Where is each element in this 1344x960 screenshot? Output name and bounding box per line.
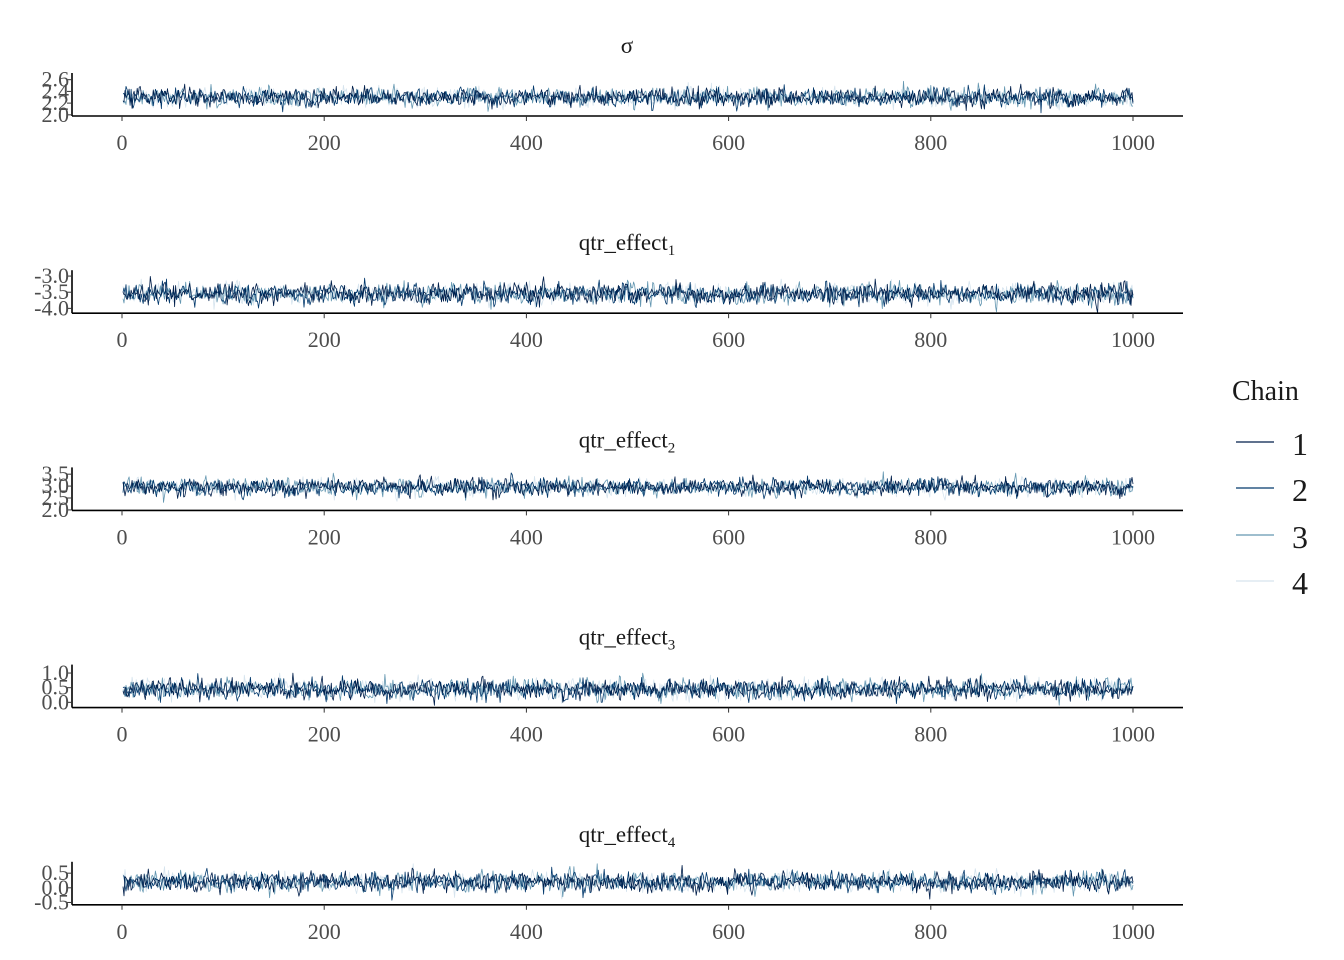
trace-panel-5: qtr_effect4 -0.50.00.5 0 200 400 600 800 1000	[34, 822, 1183, 944]
legend-label-3: 3	[1292, 519, 1308, 555]
y-tick-label: 2.0	[42, 497, 70, 522]
trace-panels: σ2.02.22.42.60 200 400 600 800 1000qtr_effect…	[34, 33, 1183, 944]
x-tick-label: 1000	[1111, 327, 1155, 352]
x-tick-label: 800	[914, 327, 947, 352]
x-tick-label: 800	[914, 722, 947, 747]
panel-title-subscript: 2	[668, 440, 676, 456]
y-tick-label: 0.0	[42, 875, 70, 900]
x-tick-label: 200	[308, 919, 341, 944]
trace-line-chain-1	[122, 672, 1134, 706]
legend-title: Chain	[1232, 376, 1299, 407]
legend-label-2: 2	[1292, 472, 1308, 508]
x-tick-label: 0	[117, 327, 128, 352]
trace-line-chain-1	[122, 275, 1134, 314]
legend-item-1: 1	[1236, 426, 1308, 462]
y-tick-label: 2.4	[42, 78, 70, 103]
legend-label-4: 4	[1292, 565, 1308, 601]
y-tick-label: 1.0	[42, 660, 70, 685]
panel-title-main: qtr_effect	[579, 427, 669, 452]
x-tick-label: 400	[510, 130, 543, 155]
x-tick-label: 800	[914, 130, 947, 155]
x-tick-label: 800	[914, 524, 947, 549]
trace-line-chain-2	[122, 84, 1134, 114]
panel-title-main: qtr_effect	[579, 822, 669, 847]
x-tick-label: 400	[510, 327, 543, 352]
panel-title-main: qtr_effect	[579, 625, 669, 650]
chain-legend: Chain 1 2 3 4	[1232, 376, 1308, 601]
y-tick-label: -0.5	[34, 889, 69, 914]
x-tick-label: 400	[510, 524, 543, 549]
x-tick-label: 1000	[1111, 919, 1155, 944]
x-tick-label: 400	[510, 919, 543, 944]
x-tick-label: 600	[712, 722, 745, 747]
x-tick-label: 200	[308, 722, 341, 747]
y-tick-label: 2.6	[42, 67, 70, 92]
x-tick-label: 200	[308, 327, 341, 352]
x-tick-label: 0	[117, 722, 128, 747]
trace-line-chain-1	[122, 865, 1134, 900]
y-tick-label: 0.0	[42, 689, 70, 714]
y-tick-label: -4.0	[34, 295, 69, 320]
y-tick-label: -3.5	[34, 279, 69, 304]
legend-item-2: 2	[1236, 472, 1308, 508]
x-tick-label: 600	[712, 327, 745, 352]
legend-label-1: 1	[1292, 426, 1308, 462]
trace-line-chain-1	[122, 83, 1134, 111]
trace-panel-3: qtr_effect2 2.02.53.03.5 0 200 400 600 800 1000	[42, 427, 1183, 549]
trace-panel-4: qtr_effect3 0.00.51.0 0 200 400 600 800 1000	[42, 625, 1183, 747]
y-tick-label: 2.2	[42, 90, 70, 115]
panel-title-main: qtr_effect	[579, 230, 669, 255]
trace-line-chain-3	[122, 80, 1134, 112]
panel-title-main: σ	[621, 33, 634, 58]
y-tick-label: 2.0	[42, 102, 70, 127]
panel-title: qtr_effect4	[579, 822, 676, 851]
x-tick-label: 400	[510, 722, 543, 747]
x-tick-label: 0	[117, 130, 128, 155]
x-tick-label: 200	[308, 524, 341, 549]
trace-line-chain-1	[122, 474, 1134, 501]
x-tick-label: 200	[308, 130, 341, 155]
y-tick-label: 3.5	[42, 461, 70, 486]
y-tick-label: 0.5	[42, 675, 70, 700]
x-tick-label: 1000	[1111, 524, 1155, 549]
x-tick-label: 600	[712, 524, 745, 549]
x-tick-label: 600	[712, 919, 745, 944]
x-tick-label: 0	[117, 919, 128, 944]
legend-item-3: 3	[1236, 519, 1308, 555]
x-tick-label: 1000	[1111, 722, 1155, 747]
panel-title-subscript: 4	[668, 835, 676, 851]
panel-title: σ	[621, 33, 634, 58]
legend-item-4: 4	[1236, 565, 1308, 601]
x-tick-label: 600	[712, 130, 745, 155]
x-tick-label: 800	[914, 919, 947, 944]
x-tick-label: 1000	[1111, 130, 1155, 155]
panel-title-subscript: 3	[668, 638, 676, 654]
trace-panel-2: qtr_effect1 -4.0-3.5-3.0 0 200 400 600 800 1000	[34, 230, 1183, 352]
y-tick-label: 0.5	[42, 860, 70, 885]
x-tick-label: 0	[117, 524, 128, 549]
y-tick-label: 2.5	[42, 485, 70, 510]
panel-title-subscript: 1	[668, 243, 676, 259]
panel-title: qtr_effect2	[579, 427, 675, 456]
y-tick-label: 3.0	[42, 473, 70, 498]
trace-panel-1: σ 2.02.22.42.6 0 200 400 600 800 1000	[42, 33, 1183, 155]
panel-title: qtr_effect3	[579, 625, 675, 654]
panel-title: qtr_effect1	[579, 230, 675, 259]
y-tick-label: -3.0	[34, 263, 69, 288]
